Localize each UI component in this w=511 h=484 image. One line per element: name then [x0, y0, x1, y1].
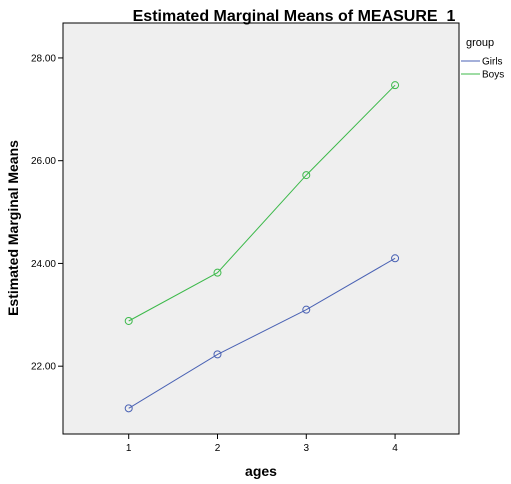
- x-tick-label: 3: [304, 443, 310, 454]
- series-line-girls: [128, 257, 396, 409]
- data-point-girls: [391, 254, 400, 263]
- chart-title: Estimated Marginal Means of MEASURE_1: [133, 8, 456, 25]
- data-point-girls: [213, 350, 222, 359]
- series-layer: [124, 81, 400, 413]
- data-point-girls: [124, 404, 133, 413]
- y-tick-label: 24.00: [31, 259, 56, 270]
- x-tick-label: 4: [392, 443, 398, 454]
- x-tick-label: 2: [215, 443, 221, 454]
- y-axis-label: Estimated Marginal Means: [5, 140, 21, 316]
- data-point-girls: [302, 305, 311, 314]
- y-tick-label: 26.00: [31, 156, 56, 167]
- data-point-boys: [213, 268, 222, 277]
- y-axis: 22.00 24.00 26.00 28.00: [31, 53, 63, 373]
- data-point-boys: [124, 316, 133, 325]
- y-tick-label: 22.00: [31, 362, 56, 373]
- plot-area: [62, 22, 460, 435]
- legend: group Girls Boys: [461, 37, 504, 81]
- legend-label-boys: Boys: [482, 70, 504, 81]
- data-point-boys: [391, 81, 400, 90]
- x-axis: 1 2 3 4: [126, 434, 398, 454]
- legend-title: group: [466, 37, 494, 49]
- x-axis-label: ages: [245, 463, 277, 479]
- y-tick-label: 28.00: [31, 53, 56, 64]
- series-line-boys: [128, 84, 396, 322]
- x-tick-label: 1: [126, 443, 132, 454]
- data-point-boys: [302, 171, 311, 180]
- legend-label-girls: Girls: [482, 57, 503, 68]
